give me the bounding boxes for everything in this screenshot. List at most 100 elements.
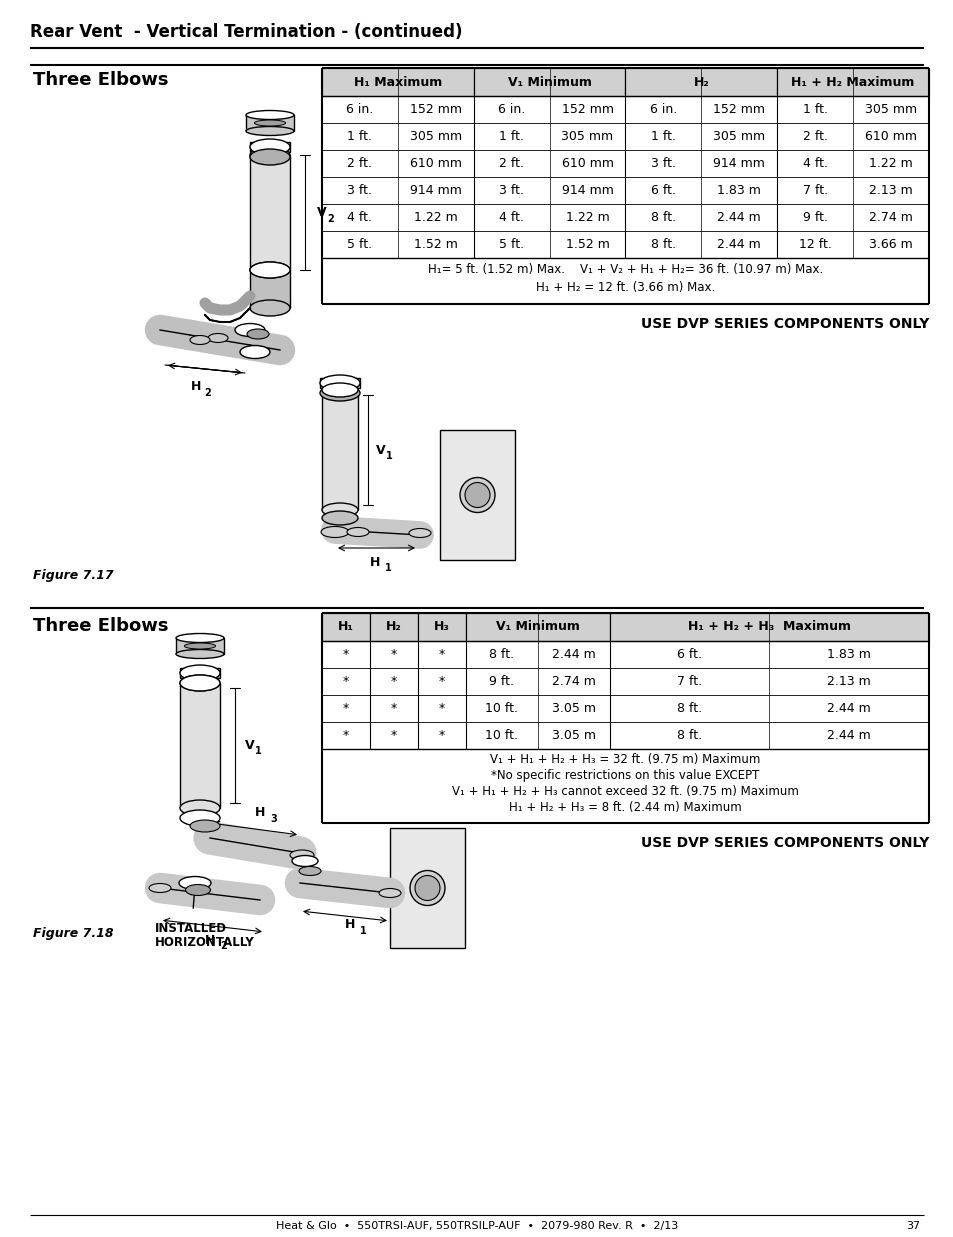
Text: 6 in.: 6 in.	[497, 103, 525, 116]
Text: *: *	[438, 703, 445, 715]
Text: 4 ft.: 4 ft.	[347, 212, 372, 224]
Text: H₁ Maximum: H₁ Maximum	[354, 75, 441, 89]
Ellipse shape	[184, 643, 215, 649]
Text: 2.74 m: 2.74 m	[552, 675, 596, 688]
Text: 3.05 m: 3.05 m	[552, 703, 596, 715]
Text: 4 ft.: 4 ft.	[498, 212, 523, 224]
Text: 914 mm: 914 mm	[561, 184, 613, 197]
Text: 2 ft.: 2 ft.	[801, 130, 827, 143]
Text: 2.44 m: 2.44 m	[826, 703, 870, 715]
Text: 3.66 m: 3.66 m	[868, 238, 912, 251]
Text: 914 mm: 914 mm	[713, 157, 764, 169]
Text: *: *	[438, 675, 445, 688]
Bar	[609, 614, 928, 641]
Text: 1.22 m: 1.22 m	[868, 157, 912, 169]
Text: V₁ + H₁ + H₂ + H₃ cannot exceed 32 ft. (9.75 m) Maximum: V₁ + H₁ + H₂ + H₃ cannot exceed 32 ft. (…	[452, 784, 798, 798]
Text: 1.22 m: 1.22 m	[565, 212, 609, 224]
Text: 610 mm: 610 mm	[864, 130, 916, 143]
Text: 3 ft.: 3 ft.	[347, 184, 372, 197]
Text: H₂: H₂	[693, 75, 708, 89]
Text: H: H	[254, 807, 265, 819]
Ellipse shape	[464, 482, 490, 507]
Ellipse shape	[322, 383, 357, 397]
Text: 2.44 m: 2.44 m	[717, 212, 760, 224]
Text: 152 mm: 152 mm	[410, 103, 461, 116]
Text: 10 ft.: 10 ft.	[485, 729, 518, 742]
Text: 3 ft.: 3 ft.	[650, 157, 676, 169]
Ellipse shape	[180, 675, 220, 691]
Text: 2.13 m: 2.13 m	[826, 675, 870, 688]
Bar	[250, 142, 290, 152]
Text: 12 ft.: 12 ft.	[798, 238, 831, 251]
Text: 1: 1	[359, 927, 366, 936]
Text: 8 ft.: 8 ft.	[650, 212, 676, 224]
Text: 2 ft.: 2 ft.	[498, 157, 523, 169]
Bar	[246, 115, 294, 131]
Bar	[777, 68, 928, 96]
Text: *: *	[391, 703, 396, 715]
Text: *: *	[342, 703, 349, 715]
Text: 1: 1	[254, 746, 261, 757]
Text: H₁ + H₂ + H₃ = 8 ft. (2.44 m) Maximum: H₁ + H₂ + H₃ = 8 ft. (2.44 m) Maximum	[509, 800, 741, 814]
Text: 10 ft.: 10 ft.	[485, 703, 518, 715]
Text: 6 in.: 6 in.	[346, 103, 374, 116]
Text: *No specific restrictions on this value EXCEPT: *No specific restrictions on this value …	[491, 768, 759, 782]
Text: 8 ft.: 8 ft.	[489, 648, 514, 661]
Ellipse shape	[247, 329, 269, 339]
Ellipse shape	[190, 820, 220, 833]
Bar	[370, 614, 417, 641]
Text: 1.83 m: 1.83 m	[826, 648, 870, 661]
Text: 5 ft.: 5 ft.	[498, 238, 524, 251]
Ellipse shape	[292, 856, 317, 866]
Text: 152 mm: 152 mm	[561, 103, 613, 116]
Ellipse shape	[180, 675, 220, 691]
Text: 2: 2	[220, 941, 227, 951]
Text: 2.74 m: 2.74 m	[868, 212, 912, 224]
Text: 6 ft.: 6 ft.	[650, 184, 676, 197]
Bar	[180, 683, 220, 808]
Bar	[180, 668, 220, 678]
Text: 610 mm: 610 mm	[561, 157, 613, 169]
Ellipse shape	[246, 110, 294, 120]
Text: 305 mm: 305 mm	[410, 130, 461, 143]
Ellipse shape	[410, 871, 444, 905]
Text: 1.52 m: 1.52 m	[414, 238, 457, 251]
Text: 3 ft.: 3 ft.	[498, 184, 523, 197]
Text: V: V	[245, 738, 254, 752]
Text: INSTALLED: INSTALLED	[154, 922, 227, 934]
Text: *: *	[391, 648, 396, 661]
Text: 9 ft.: 9 ft.	[489, 675, 514, 688]
Bar	[465, 614, 609, 641]
Text: *: *	[391, 675, 396, 688]
Text: H: H	[344, 919, 355, 931]
Text: 1.52 m: 1.52 m	[565, 238, 609, 251]
Text: 1.22 m: 1.22 m	[414, 212, 457, 224]
Text: 1 ft.: 1 ft.	[347, 130, 372, 143]
Bar	[322, 390, 357, 510]
Text: V₁ + H₁ + H₂ + H₃ = 32 ft. (9.75 m) Maximum: V₁ + H₁ + H₂ + H₃ = 32 ft. (9.75 m) Maxi…	[490, 752, 760, 766]
Text: 305 mm: 305 mm	[864, 103, 916, 116]
Text: 6 in.: 6 in.	[649, 103, 677, 116]
Bar	[175, 638, 224, 654]
Ellipse shape	[290, 850, 314, 860]
Text: Three Elbows: Three Elbows	[33, 617, 169, 635]
Text: 8 ft.: 8 ft.	[677, 729, 701, 742]
Text: 8 ft.: 8 ft.	[650, 238, 676, 251]
Text: 1 ft.: 1 ft.	[498, 130, 523, 143]
Text: *: *	[342, 729, 349, 742]
Ellipse shape	[347, 527, 369, 537]
Bar	[322, 68, 474, 96]
Text: 1.83 m: 1.83 m	[717, 184, 760, 197]
Text: 305 mm: 305 mm	[713, 130, 764, 143]
Ellipse shape	[149, 883, 171, 893]
Ellipse shape	[180, 800, 220, 816]
Text: 8 ft.: 8 ft.	[677, 703, 701, 715]
Text: H₁: H₁	[337, 621, 354, 633]
Ellipse shape	[250, 262, 290, 278]
Text: V₁ Minimum: V₁ Minimum	[496, 621, 579, 633]
Text: 7 ft.: 7 ft.	[801, 184, 827, 197]
Text: *: *	[391, 729, 396, 742]
Ellipse shape	[250, 147, 290, 163]
Bar	[322, 259, 928, 304]
Ellipse shape	[250, 139, 290, 155]
